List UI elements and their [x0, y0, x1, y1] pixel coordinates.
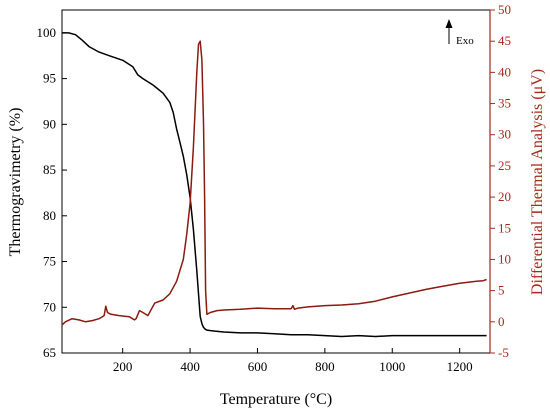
y-axis-label: Thermogravimetry (%): [7, 108, 24, 257]
y2-axis-ticks: -5 0 5 10 15 20 25 30 35 40 45 50: [489, 2, 511, 360]
y-tick-label: 95: [43, 71, 56, 86]
x-tick-label: 800: [315, 359, 335, 374]
y2-tick-label: 5: [498, 283, 505, 298]
tg-series-line: [62, 32, 487, 338]
y2-tick-label: 0: [498, 314, 505, 329]
y-tick-label: 100: [37, 25, 57, 40]
dta-series-line: [61, 40, 487, 326]
y2-tick-label: 50: [498, 2, 511, 17]
x-tick-label: 1000: [379, 359, 405, 374]
y-tick-label: 80: [43, 208, 56, 223]
y2-tick-label: 30: [498, 127, 511, 142]
plot-frame: [61, 9, 491, 354]
y-tick-label: 70: [43, 299, 56, 314]
x-axis-label: Temperature (°C): [220, 391, 332, 408]
series-layer: [61, 32, 487, 338]
y-tick-label: 75: [43, 254, 56, 269]
exo-label: Exo: [456, 35, 474, 47]
y2-tick-label: 20: [498, 189, 511, 204]
exo-arrow-icon: [445, 19, 453, 44]
x-tick-label: 1200: [447, 359, 473, 374]
y-tick-label: 85: [43, 162, 56, 177]
y-axis-ticks: 65 70 75 80 85 90 95 100: [37, 25, 67, 360]
y2-tick-label: 15: [498, 220, 511, 235]
x-tick-label: 200: [113, 359, 133, 374]
y-tick-label: 65: [43, 345, 56, 360]
y2-tick-label: -5: [498, 345, 509, 360]
y-tick-label: 90: [43, 116, 56, 131]
y2-axis-label: Differential Thermal Analysis (μV): [529, 69, 546, 295]
y2-tick-label: 35: [498, 96, 511, 111]
x-tick-label: 600: [248, 359, 268, 374]
x-tick-label: 400: [180, 359, 200, 374]
x-axis-ticks: 200 400 600 800 1000 1200: [113, 348, 473, 374]
y2-tick-label: 45: [498, 33, 511, 48]
y2-tick-label: 10: [498, 251, 511, 266]
y2-tick-label: 25: [498, 158, 511, 173]
y2-tick-label: 40: [498, 64, 511, 79]
